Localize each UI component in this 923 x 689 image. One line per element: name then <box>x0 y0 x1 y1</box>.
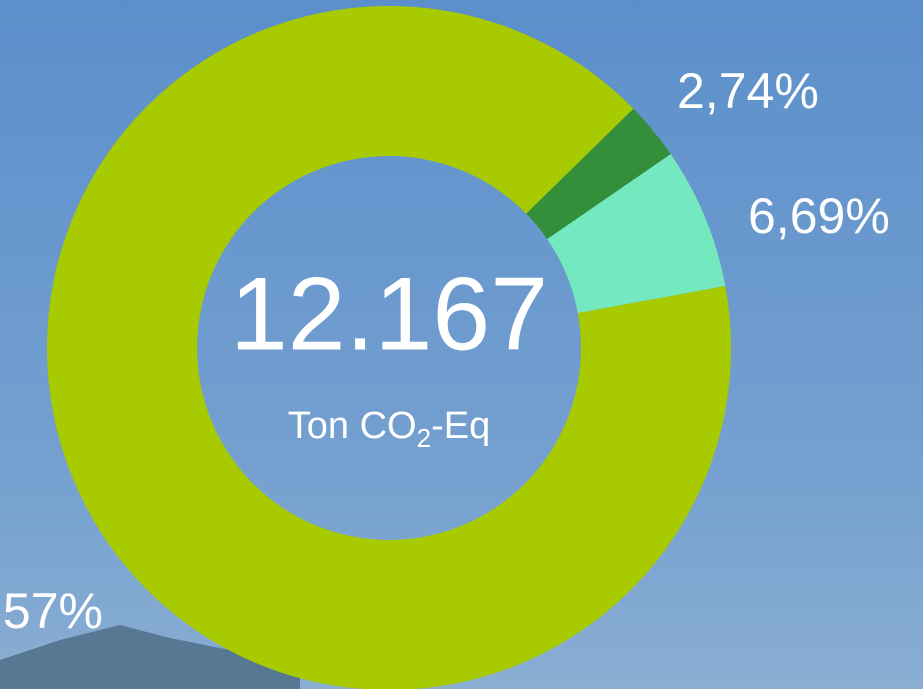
slice-label: 2,74% <box>677 63 819 119</box>
page: {"chart_data": {"type": "donut", "center… <box>0 0 923 689</box>
center-unit: Ton CO2-Eq <box>288 405 490 453</box>
center-value: 12.167 <box>230 256 548 372</box>
chart: 12.167 Ton CO2-Eq 2,74% 6,69% 90,57% <box>0 0 923 689</box>
slice-label: 90,57% <box>0 583 103 639</box>
unit-subscript: 2 <box>417 423 431 453</box>
unit-suffix: -Eq <box>431 405 490 447</box>
slice-label: 6,69% <box>748 188 890 244</box>
unit-prefix: Ton CO <box>288 405 417 447</box>
